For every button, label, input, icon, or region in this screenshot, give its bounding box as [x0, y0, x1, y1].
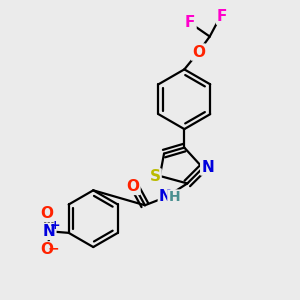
Text: O: O — [40, 206, 53, 221]
Text: N: N — [201, 160, 214, 175]
Text: N: N — [43, 224, 56, 239]
Text: F: F — [185, 15, 196, 30]
Text: O: O — [127, 179, 140, 194]
Text: S: S — [150, 169, 160, 184]
Text: O: O — [40, 242, 53, 257]
Text: H: H — [168, 190, 180, 205]
Text: F: F — [217, 9, 227, 24]
Text: N: N — [159, 189, 172, 204]
Text: +: + — [49, 220, 60, 232]
Text: O: O — [192, 45, 205, 60]
Text: −: − — [47, 242, 59, 255]
